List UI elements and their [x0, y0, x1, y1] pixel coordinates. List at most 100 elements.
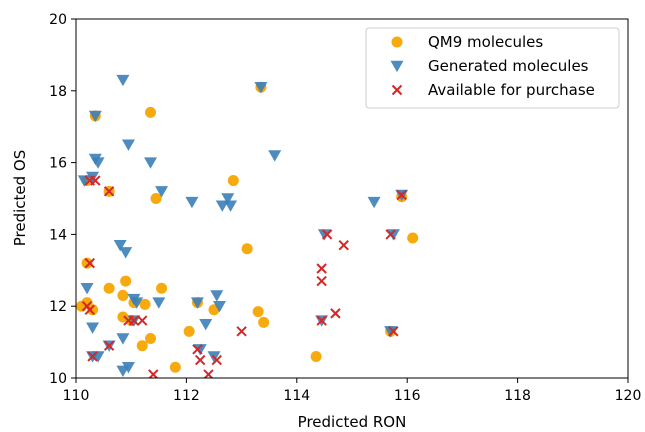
qm9-point [81, 257, 93, 269]
generated-point [86, 322, 100, 334]
generated-point [116, 333, 130, 345]
legend-purchase-label: Available for purchase [428, 81, 595, 99]
qm9-point [103, 282, 115, 294]
legend-generated-label: Generated molecules [428, 57, 589, 75]
purchase-point [330, 308, 341, 319]
legend-qm9-marker [391, 36, 403, 48]
generated-point [190, 297, 204, 309]
purchase-point [388, 326, 399, 337]
purchase-point [396, 189, 407, 201]
purchase-point [103, 340, 115, 351]
generated-point [268, 150, 282, 162]
generated-point [317, 229, 331, 241]
qm9-point [87, 304, 99, 316]
legend-generated-entry: Generated molecules [390, 57, 589, 75]
x-axis-ticks: 110 112 114 116 118 120 [63, 378, 642, 404]
qm9-point [227, 175, 239, 187]
purchase-point [203, 369, 214, 378]
generated-point [121, 362, 135, 374]
y-tick-label: 20 [49, 12, 67, 28]
purchase-point [84, 304, 96, 315]
x-tick-label: 112 [173, 388, 200, 404]
x-axis-label: Predicted RON [298, 413, 407, 431]
generated-point [199, 318, 213, 331]
qm9-point [252, 306, 264, 318]
purchase-point [236, 326, 247, 337]
purchase-point [128, 315, 140, 326]
qm9-point [183, 325, 195, 337]
generated-point [88, 110, 102, 123]
purchase-point [194, 354, 206, 366]
generated-point [91, 157, 105, 169]
purchase-point [385, 229, 396, 240]
qm9-point [310, 350, 322, 362]
y-tick-label: 12 [49, 299, 67, 315]
y-tick-label: 10 [49, 371, 67, 387]
generated-point [116, 74, 130, 87]
qm9-point [145, 333, 157, 345]
qm9-point [156, 282, 168, 294]
qm9-point [241, 243, 253, 255]
generated-point [121, 139, 135, 151]
legend-qm9-entry: QM9 molecules [391, 33, 543, 51]
purchase-point [316, 315, 327, 326]
generated-point [213, 301, 227, 313]
purchase-point [90, 175, 101, 186]
y-tick-label: 16 [49, 156, 67, 172]
y-tick-label: 14 [49, 227, 67, 243]
qm9-point [139, 298, 151, 310]
generated-point [221, 193, 235, 205]
legend-box [365, 27, 620, 109]
y-tick-label: 18 [49, 84, 67, 100]
x-tick-label: 118 [504, 388, 531, 404]
plot-frame [75, 18, 629, 379]
generated-point [210, 290, 224, 302]
x-tick-label: 120 [615, 388, 642, 404]
generated-point [152, 297, 166, 309]
generated-point [215, 200, 229, 212]
purchase-point [137, 315, 148, 326]
qm9-point [145, 106, 157, 118]
x-tick-label: 110 [63, 388, 90, 404]
generated-point [386, 229, 400, 241]
generated-point [384, 326, 398, 338]
purchase-point [316, 263, 327, 274]
y-axis-label: Predicted OS [11, 150, 29, 247]
qm9-point [169, 361, 181, 373]
purchase-point [84, 257, 96, 269]
generated-point [367, 196, 381, 209]
purchase-point [87, 351, 98, 362]
purchase-point [211, 354, 222, 366]
purchase-point [316, 275, 327, 287]
generated-point [130, 297, 144, 309]
legend-generated-marker [390, 60, 404, 73]
x-tick-label: 114 [283, 388, 310, 404]
generated-point [80, 283, 94, 295]
qm9-point [150, 193, 162, 204]
purchase-point [338, 239, 349, 251]
purchase-point [148, 369, 159, 378]
x-tick-label: 116 [394, 388, 421, 404]
legend-qm9-label: QM9 molecules [428, 33, 543, 51]
legend: QM9 molecules Generated molecules Availabl… [365, 27, 620, 109]
qm9-point [136, 340, 148, 352]
qm9-point [120, 275, 132, 287]
generated-point [144, 157, 158, 169]
generated-point [254, 82, 268, 94]
qm9-point [258, 316, 270, 328]
qm9-point [117, 289, 129, 301]
generated-point [119, 247, 133, 259]
generated-point [193, 344, 207, 356]
legend-purchase-entry: Available for purchase [391, 81, 595, 99]
generated-point [113, 239, 127, 252]
generated-point [185, 196, 199, 209]
legend-purchase-marker [391, 84, 403, 96]
purchase-point [321, 229, 333, 240]
y-axis-ticks: 10 12 14 16 18 20 [49, 12, 76, 387]
generated-point [155, 186, 169, 198]
qm9-point [407, 232, 419, 244]
qm9-point [117, 311, 129, 323]
purchase-point [192, 344, 203, 355]
purchase-point [103, 186, 115, 197]
